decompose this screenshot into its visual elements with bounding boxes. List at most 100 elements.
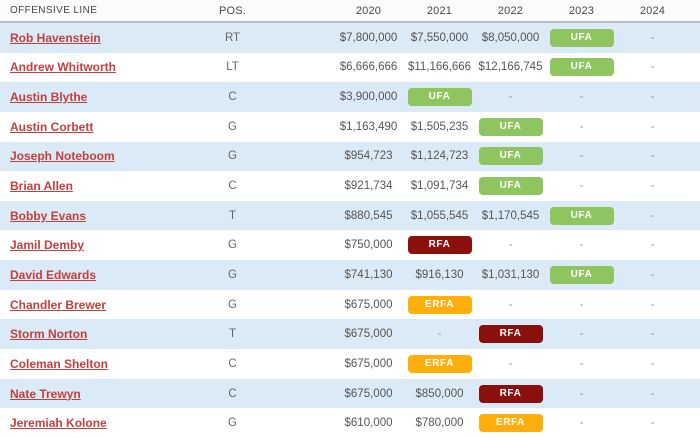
- salary-cell: $7,550,000: [410, 31, 469, 44]
- salary-cell: $7,800,000: [339, 31, 398, 44]
- position-cell: G: [228, 298, 237, 311]
- salary-cell: $8,050,000: [481, 31, 540, 44]
- position-cell: C: [228, 387, 237, 400]
- table-row: Coleman Shelton C $675,000 ERFA - - -: [0, 349, 700, 379]
- player-name-cell: Andrew Whitworth: [0, 60, 190, 74]
- free-agency-badge-ufa: UFA: [407, 88, 472, 107]
- position-cell: G: [228, 120, 237, 133]
- player-name-cell: Brian Allen: [0, 179, 190, 193]
- empty-cell: -: [650, 209, 655, 222]
- player-link[interactable]: Jamil Demby: [10, 238, 85, 253]
- player-name-cell: Bobby Evans: [0, 209, 190, 223]
- table-header-row: OFFENSIVE LINE POS. 2020 2021 2022 2023 …: [0, 0, 700, 23]
- player-name-cell: David Edwards: [0, 268, 190, 282]
- player-name-cell: Jamil Demby: [0, 238, 190, 252]
- player-name-cell: Jeremiah Kolone: [0, 416, 190, 430]
- table-row: Bobby Evans T $880,545 $1,055,545 $1,170,545…: [0, 200, 700, 231]
- salary-cell: $11,166,666: [407, 61, 472, 74]
- player-link[interactable]: Storm Norton: [10, 327, 88, 342]
- salary-cell: UFA: [546, 28, 617, 47]
- table-row: Nate Trewyn C $675,000 $850,000 RFA - -: [0, 378, 700, 409]
- player-link[interactable]: Joseph Noteboom: [10, 149, 115, 164]
- player-link[interactable]: Bobby Evans: [10, 208, 87, 223]
- table-row: Rob Havenstein RT $7,800,000 $7,550,000 $8,0…: [0, 23, 700, 53]
- position-cell: C: [228, 180, 237, 193]
- column-header-2023: 2023: [568, 4, 595, 17]
- empty-cell: -: [650, 357, 655, 370]
- empty-cell: -: [650, 417, 655, 430]
- empty-cell: -: [650, 239, 655, 252]
- free-agency-badge-ufa: UFA: [549, 28, 614, 47]
- free-agency-badge-erfa: ERFA: [407, 354, 472, 373]
- player-name-cell: Chandler Brewer: [0, 298, 190, 312]
- salary-cell: $1,091,734: [410, 180, 469, 193]
- salary-cell: UFA: [546, 265, 617, 284]
- empty-cell: -: [579, 328, 584, 341]
- free-agency-badge-erfa: ERFA: [478, 414, 543, 433]
- empty-cell: -: [579, 387, 584, 400]
- player-link[interactable]: Austin Blythe: [10, 90, 88, 105]
- empty-cell: -: [508, 239, 513, 252]
- player-link[interactable]: Brian Allen: [10, 179, 73, 194]
- empty-cell: -: [650, 61, 655, 74]
- table-row: David Edwards G $741,130 $916,130 $1,031,130…: [0, 260, 700, 290]
- salary-cell: $780,000: [415, 417, 464, 430]
- empty-cell: -: [650, 180, 655, 193]
- player-link[interactable]: Nate Trewyn: [10, 386, 81, 401]
- salary-cell: RFA: [475, 325, 546, 344]
- table-row: Brian Allen C $921,734 $1,091,734 UFA - -: [0, 171, 700, 201]
- salary-cell: $1,055,545: [410, 209, 469, 222]
- player-link[interactable]: Jeremiah Kolone: [10, 416, 107, 431]
- salary-cell: ERFA: [404, 295, 475, 314]
- empty-cell: -: [508, 357, 513, 370]
- player-link[interactable]: Austin Corbett: [10, 119, 94, 134]
- salary-cell: $750,000: [344, 239, 393, 252]
- column-header-2024: 2024: [639, 4, 666, 17]
- position-cell: G: [228, 239, 237, 252]
- salary-cell: ERFA: [404, 354, 475, 373]
- player-link[interactable]: Coleman Shelton: [10, 356, 109, 371]
- free-agency-badge-rfa: RFA: [478, 325, 543, 344]
- position-cell: RT: [224, 31, 241, 44]
- empty-cell: -: [579, 91, 584, 104]
- player-link[interactable]: Chandler Brewer: [10, 297, 107, 312]
- salary-cell: $1,505,235: [410, 120, 469, 133]
- empty-cell: -: [650, 298, 655, 311]
- salary-cell: $921,734: [344, 180, 393, 193]
- free-agency-badge-erfa: ERFA: [407, 295, 472, 314]
- free-agency-badge-ufa: UFA: [549, 58, 614, 77]
- player-link[interactable]: Andrew Whitworth: [10, 60, 116, 75]
- free-agency-badge-ufa: UFA: [478, 117, 543, 136]
- salary-cell: UFA: [475, 177, 546, 196]
- salary-cell: $675,000: [344, 298, 393, 311]
- position-cell: G: [228, 268, 237, 281]
- free-agency-badge-rfa: RFA: [407, 236, 472, 255]
- salary-cell: $916,130: [415, 268, 464, 281]
- empty-cell: -: [579, 120, 584, 133]
- salary-cell: $675,000: [344, 357, 393, 370]
- position-cell: T: [228, 209, 237, 222]
- salary-cell: $1,163,490: [339, 120, 398, 133]
- empty-cell: -: [650, 150, 655, 163]
- player-link[interactable]: David Edwards: [10, 267, 97, 282]
- salary-cell: $12,166,745: [478, 61, 543, 74]
- salary-cell: $1,170,545: [481, 209, 540, 222]
- free-agency-badge-ufa: UFA: [549, 206, 614, 225]
- table-body: Rob Havenstein RT $7,800,000 $7,550,000 $8,0…: [0, 23, 700, 438]
- salary-cell: $6,666,666: [339, 61, 398, 74]
- empty-cell: -: [650, 328, 655, 341]
- empty-cell: -: [508, 298, 513, 311]
- table-row: Jamil Demby G $750,000 RFA - - -: [0, 230, 700, 261]
- column-header-2021: 2021: [426, 4, 453, 17]
- column-header-offensive-line: OFFENSIVE LINE: [10, 5, 98, 16]
- table-row: Joseph Noteboom G $954,723 $1,124,723 UFA - -: [0, 141, 700, 172]
- position-cell: C: [228, 91, 237, 104]
- player-link[interactable]: Rob Havenstein: [10, 30, 101, 45]
- empty-cell: -: [579, 150, 584, 163]
- table-row: Storm Norton T $675,000 - RFA - -: [0, 319, 700, 350]
- salary-cell: $675,000: [344, 328, 393, 341]
- position-cell: C: [228, 357, 237, 370]
- salary-cell: UFA: [475, 117, 546, 136]
- column-header-2020: 2020: [355, 4, 382, 17]
